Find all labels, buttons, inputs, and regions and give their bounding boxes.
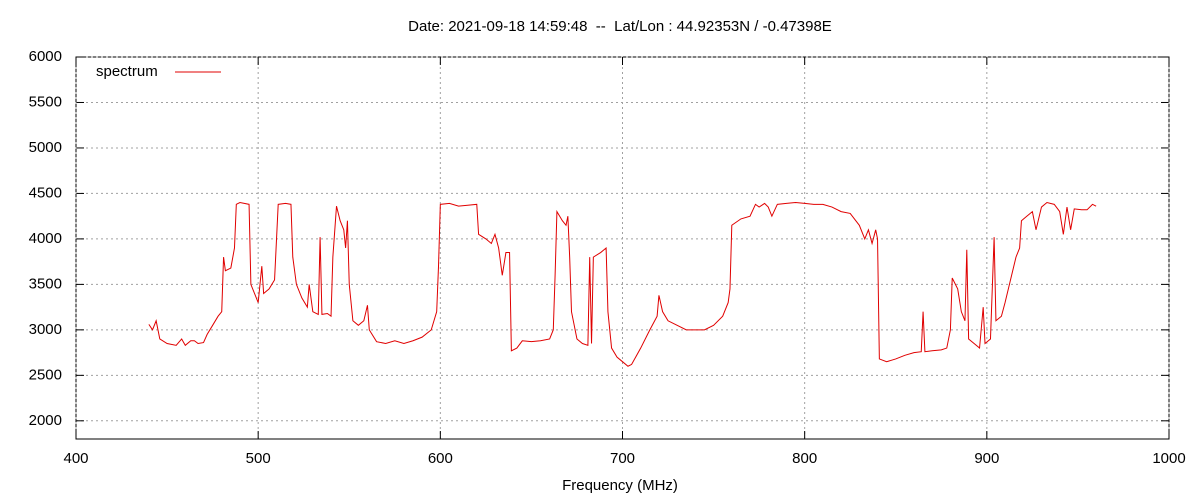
x-tick-label: 1000	[1152, 450, 1185, 467]
y-tick-label: 3500	[29, 275, 62, 292]
x-tick-label: 600	[428, 450, 453, 467]
x-tick-label: 400	[63, 450, 88, 467]
chart-title: Date: 2021-09-18 14:59:48 -- Lat/Lon : 4…	[408, 18, 832, 35]
y-tick-label: 4500	[29, 184, 62, 201]
y-tick-label: 2500	[29, 366, 62, 383]
x-tick-label: 800	[792, 450, 817, 467]
x-tick-label: 700	[610, 450, 635, 467]
legend-label: spectrum	[96, 63, 158, 80]
y-tick-label: 6000	[29, 48, 62, 65]
y-tick-label: 2000	[29, 412, 62, 429]
y-tick-label: 3000	[29, 321, 62, 338]
y-tick-label: 5000	[29, 139, 62, 156]
x-tick-label: 900	[974, 450, 999, 467]
y-tick-label: 4000	[29, 230, 62, 247]
x-axis-label: Frequency (MHz)	[562, 477, 678, 494]
data-line	[148, 201, 1097, 367]
y-tick-label: 5500	[29, 93, 62, 110]
x-tick-label: 500	[246, 450, 271, 467]
